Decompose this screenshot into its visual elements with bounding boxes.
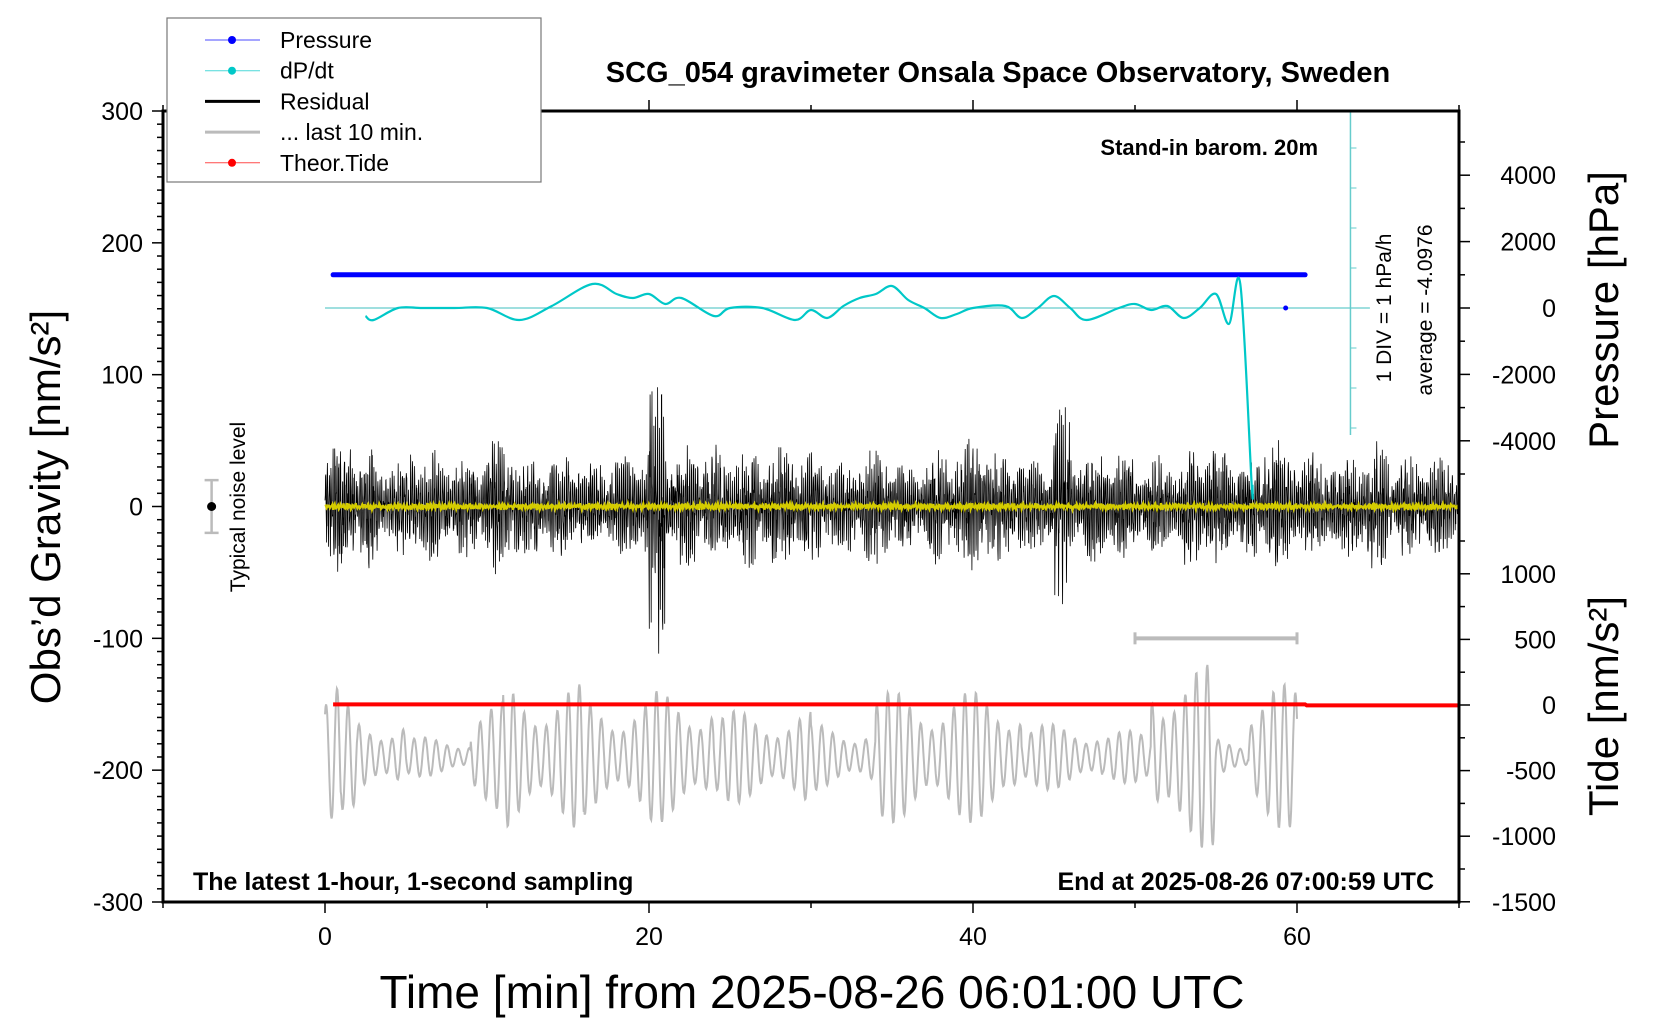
legend-label: dP/dt bbox=[280, 58, 334, 84]
chart-title: SCG_054 gravimeter Onsala Space Observat… bbox=[606, 57, 1390, 89]
y-tick-label-tide: -1000 bbox=[1492, 823, 1556, 851]
y-tick-label-left: 200 bbox=[101, 230, 143, 258]
annotation-top-right: Stand-in barom. 20m bbox=[1100, 135, 1318, 160]
y-tick-label-tide: 0 bbox=[1542, 692, 1556, 720]
legend-dot bbox=[228, 158, 236, 167]
legend-label: Residual bbox=[280, 88, 370, 114]
pressure-point bbox=[1283, 305, 1289, 311]
div-label: 1 DIV = 1 hPa/h bbox=[1373, 234, 1396, 383]
x-tick-label: 0 bbox=[318, 923, 332, 951]
y-tick-label-left: -300 bbox=[93, 889, 143, 917]
tide-series bbox=[333, 702, 1459, 708]
y-tick-label-pressure: 4000 bbox=[1500, 162, 1556, 190]
x-tick-label: 40 bbox=[959, 923, 987, 951]
y-tick-label-left: 100 bbox=[101, 362, 143, 390]
y-axis-label-tide: Tide [nm/s²] bbox=[1580, 596, 1627, 816]
y-tick-label-tide: 500 bbox=[1514, 626, 1556, 654]
y-tick-label-tide: -1500 bbox=[1492, 889, 1556, 917]
average-label: average = -4.0976 bbox=[1414, 224, 1437, 395]
residual-series bbox=[324, 387, 1460, 654]
y-tick-label-left: -100 bbox=[93, 625, 143, 653]
y-tick-label-left: 0 bbox=[129, 494, 143, 522]
y-tick-label-pressure: 0 bbox=[1542, 295, 1556, 323]
y-tick-label-left: -200 bbox=[93, 757, 143, 785]
residual-smoothed-series bbox=[324, 498, 1460, 515]
x-tick-label: 20 bbox=[635, 923, 663, 951]
legend: Pressure dP/dt Residual ... last 10 min. The… bbox=[166, 17, 542, 183]
y-axis-label-left: Obs’d Gravity [nm/s²] bbox=[22, 310, 69, 704]
x-axis-label: Time [min] from 2025-08-26 06:01:00 UTC bbox=[380, 966, 1245, 1018]
y-tick-label-pressure: 2000 bbox=[1500, 229, 1556, 257]
y-tick-label-tide: -500 bbox=[1506, 758, 1556, 786]
legend-label: ... last 10 min. bbox=[280, 119, 423, 145]
legend-label: Theor.Tide bbox=[280, 150, 389, 176]
y-tick-label-pressure: -2000 bbox=[1492, 361, 1556, 389]
x-tick-label: 60 bbox=[1283, 923, 1311, 951]
legend-label: Pressure bbox=[280, 27, 372, 53]
series-layer bbox=[204, 110, 1460, 848]
y-tick-label-left: 300 bbox=[101, 98, 143, 126]
last-10-min-series bbox=[324, 664, 1298, 848]
legend-dot bbox=[228, 36, 236, 44]
noise-level-label: Typical noise level bbox=[227, 422, 250, 592]
annotation-bottom-left: The latest 1-hour, 1-second sampling bbox=[193, 868, 633, 896]
dpdt-series bbox=[364, 276, 1254, 500]
y-axis-label-pressure: Pressure [hPa] bbox=[1580, 171, 1627, 449]
y-tick-label-tide: 1000 bbox=[1500, 561, 1556, 589]
y-tick-label-pressure: -4000 bbox=[1492, 428, 1556, 456]
noise-level-dot bbox=[207, 502, 217, 511]
ticks-layer: 0 20 40 603002001000-100-200-300400020000-2… bbox=[93, 98, 1556, 951]
annotation-bottom-right: End at 2025-08-26 07:00:59 UTC bbox=[1057, 868, 1434, 896]
legend-dot bbox=[228, 66, 236, 75]
